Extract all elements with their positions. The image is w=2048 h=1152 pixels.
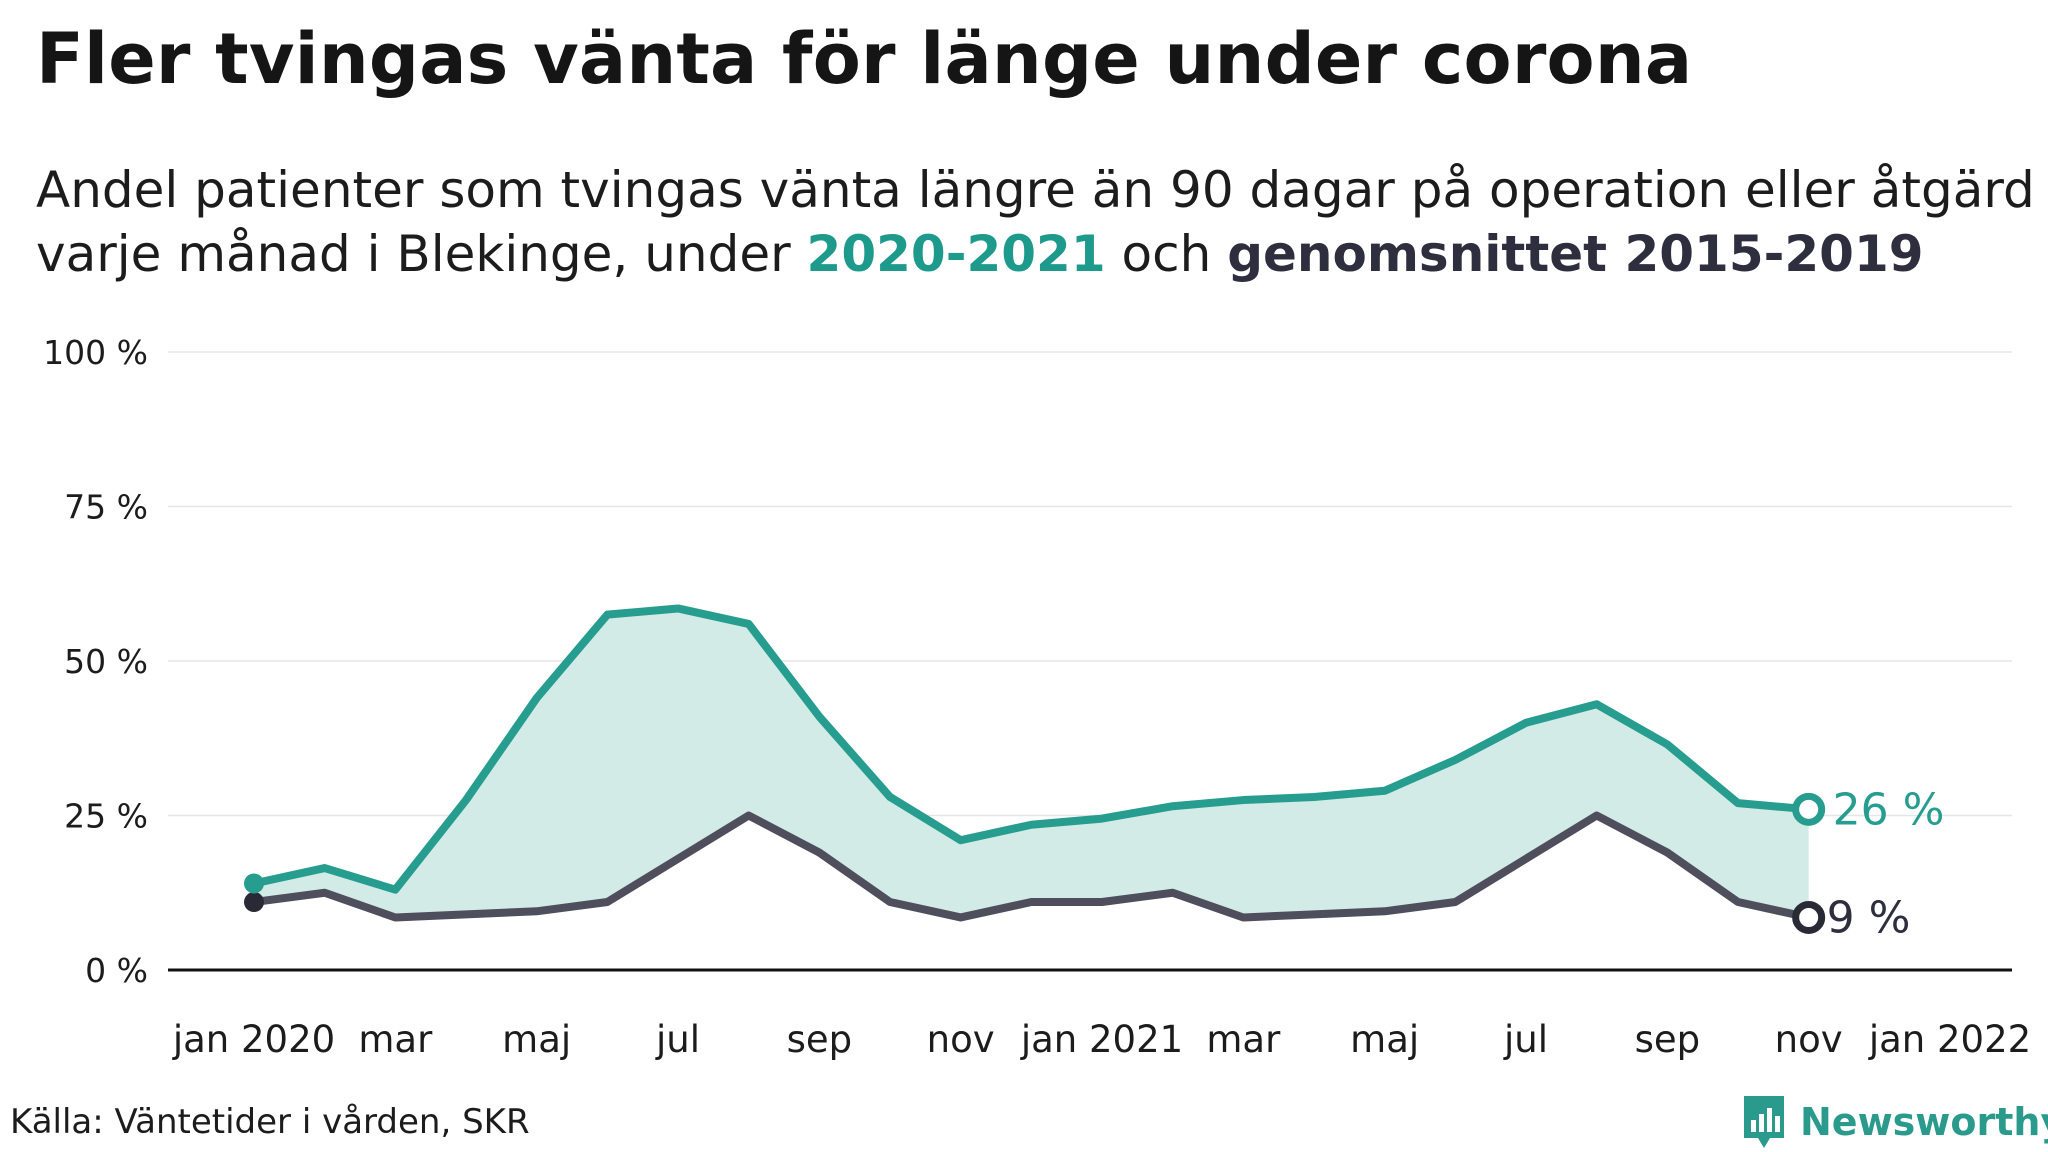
data-point-2020-2021: [1169, 802, 1177, 810]
subtitle-line-1: Andel patienter som tvingas vänta längre…: [36, 161, 2035, 219]
data-point-average: [1593, 812, 1601, 819]
data-point-average: [321, 889, 329, 897]
newsworthy-logo: Newsworthy: [1742, 1094, 2048, 1150]
data-point-2020-2021: [1522, 719, 1530, 727]
y-tick-label: 50 %: [64, 642, 148, 681]
data-point-2020-2021: [1098, 815, 1106, 823]
x-tick-label: jan 2020: [172, 1018, 335, 1061]
data-point-average: [1522, 855, 1530, 863]
data-point-2020-2021: [321, 864, 329, 872]
data-point-average: [1169, 889, 1177, 897]
data-point-average: [815, 849, 823, 857]
data-point-average: [1734, 898, 1742, 906]
subtitle-line-2-mid: och: [1105, 225, 1228, 283]
data-point-average: [1027, 898, 1035, 906]
data-point-average: [886, 898, 894, 906]
x-tick-label: maj: [1350, 1018, 1419, 1061]
data-point-2020-2021: [1451, 756, 1459, 764]
data-point-average: [745, 812, 753, 819]
data-point-2020-2021: [957, 836, 965, 844]
end-point-2020-2021: [1792, 792, 1826, 826]
newsworthy-logo-icon: [1744, 1096, 1784, 1148]
data-point-2020-2021: [1027, 821, 1035, 829]
end-point-average: [1792, 900, 1826, 934]
x-tick-label: nov: [927, 1018, 995, 1061]
chart-title: Fler tvingas vänta för länge under coron…: [36, 18, 1693, 100]
data-point-2020-2021: [1381, 787, 1389, 795]
source-note: Källa: Väntetider i vården, SKR: [10, 1102, 530, 1142]
data-point-2020-2021: [1593, 700, 1601, 708]
data-point-average: [533, 907, 541, 915]
x-tick-label: jan 2022: [1868, 1018, 2031, 1061]
x-tick-label: sep: [1635, 1018, 1701, 1061]
y-tick-label: 100 %: [43, 333, 148, 372]
brand-name: Newsworthy: [1800, 1100, 2048, 1144]
data-point-average: [674, 855, 682, 863]
x-tick-label: mar: [1206, 1018, 1281, 1061]
data-point-average: [1098, 898, 1106, 906]
data-point-2020-2021: [462, 796, 470, 804]
data-point-2020-2021: [886, 793, 894, 801]
data-point-average: [1239, 913, 1247, 921]
subtitle-highlight-average: genomsnittet 2015-2019: [1227, 225, 1924, 283]
data-point-2020-2021: [1310, 793, 1318, 801]
x-tick-label: mar: [358, 1018, 433, 1061]
start-point-average: [244, 892, 264, 913]
data-point-2020-2021: [1663, 740, 1671, 748]
data-point-2020-2021: [603, 611, 611, 619]
data-point-2020-2021: [1239, 796, 1247, 804]
end-label-2020-2021: 26 %: [1833, 784, 1945, 835]
x-tick-label: sep: [787, 1018, 853, 1061]
x-tick-label: jul: [1503, 1018, 1548, 1061]
y-tick-label: 25 %: [64, 797, 148, 836]
subtitle-highlight-2020-2021: 2020-2021: [806, 225, 1106, 283]
data-point-average: [1310, 910, 1318, 918]
difference-area: [254, 608, 1809, 918]
data-point-average: [957, 913, 965, 921]
end-label-average: 9 %: [1827, 892, 1911, 943]
data-point-2020-2021: [815, 713, 823, 721]
start-point-2020-2021: [244, 873, 264, 894]
data-point-average: [1381, 907, 1389, 915]
data-point-2020-2021: [1734, 799, 1742, 807]
data-point-average: [462, 910, 470, 918]
x-tick-label: jan 2021: [1020, 1018, 1183, 1061]
x-tick-label: jul: [655, 1018, 700, 1061]
data-point-average: [603, 898, 611, 906]
y-tick-label: 0 %: [85, 951, 148, 990]
subtitle-line-2-prefix: varje månad i Blekinge, under: [36, 225, 807, 283]
y-tick-label: 75 %: [64, 488, 148, 527]
data-point-average: [1451, 898, 1459, 906]
data-point-average: [1663, 849, 1671, 857]
data-point-2020-2021: [745, 620, 753, 628]
data-point-2020-2021: [533, 694, 541, 702]
x-tick-label: nov: [1775, 1018, 1843, 1061]
data-point-2020-2021: [391, 886, 399, 894]
data-point-2020-2021: [674, 604, 682, 612]
data-point-average: [391, 913, 399, 921]
chart-subtitle: Andel patienter som tvingas vänta längre…: [36, 158, 2046, 286]
x-tick-label: maj: [502, 1018, 571, 1061]
